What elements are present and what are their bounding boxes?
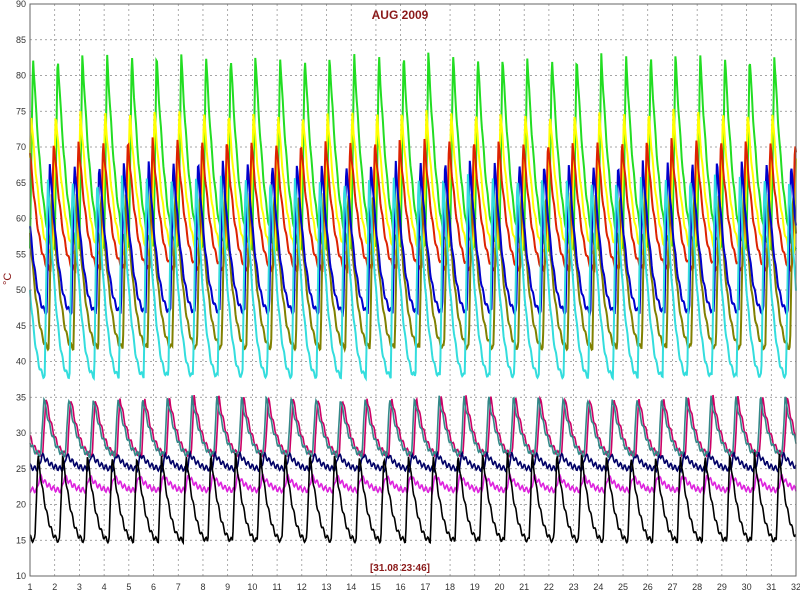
series-line [29,187,797,354]
y-tick-label: 50 [16,285,26,295]
x-tick-label: 5 [126,582,131,592]
x-tick-label: 6 [151,582,156,592]
x-tick-label: 15 [371,582,381,592]
x-tick-label: 10 [247,582,257,592]
y-tick-label: 70 [16,142,26,152]
y-tick-label: 40 [16,357,26,367]
y-tick-label: 90 [16,0,26,9]
x-tick-label: 22 [544,582,554,592]
x-tick-label: 7 [176,582,181,592]
x-tick-label: 32 [791,582,800,592]
x-tick-label: 8 [200,582,205,592]
y-tick-label: 55 [16,249,26,259]
x-tick-label: 30 [742,582,752,592]
x-tick-label: 20 [494,582,504,592]
y-tick-label: 65 [16,178,26,188]
x-tick-label: 1 [27,582,32,592]
ticks: 1 2 3 4 5 6 7 8 9 10 11 12 13 14 15 16 17 18 19 20 21 22 23 24 2… [16,0,800,592]
series-line [29,174,797,382]
series-group [29,52,797,546]
x-tick-label: 24 [593,582,603,592]
x-tick-label: 26 [643,582,653,592]
y-tick-label: 60 [16,214,26,224]
x-tick-label: 25 [618,582,628,592]
y-tick-label: 35 [16,392,26,402]
y-tick-label: 75 [16,106,26,116]
x-tick-label: 13 [322,582,332,592]
y-tick-label: 25 [16,464,26,474]
y-tick-label: 10 [16,571,26,581]
x-tick-label: 9 [225,582,230,592]
y-tick-label: 45 [16,321,26,331]
plot-frame [29,3,797,577]
y-tick-label: 30 [16,428,26,438]
y-tick-label: 20 [16,500,26,510]
y-axis-label: °C [2,272,14,285]
x-tick-label: 12 [297,582,307,592]
y-tick-label: 85 [16,35,26,45]
x-tick-label: 3 [77,582,82,592]
chart-title: AUG 2009 [371,8,429,22]
series-line [29,471,797,496]
timestamp-label: [31.08 23:46] [369,563,431,574]
x-tick-label: 17 [420,582,430,592]
x-tick-label: 16 [396,582,406,592]
x-tick-label: 4 [102,582,107,592]
x-tick-label: 29 [717,582,727,592]
series-line [29,160,797,318]
x-tick-label: 14 [346,582,356,592]
x-tick-label: 21 [519,582,529,592]
x-tick-label: 19 [470,582,480,592]
series-line [29,450,797,474]
x-tick-label: 11 [272,582,281,592]
series-line [29,395,797,460]
series-line [29,452,797,546]
y-tick-label: 80 [16,71,26,81]
x-tick-label: 27 [667,582,677,592]
x-tick-label: 18 [445,582,455,592]
x-tick-label: 31 [766,582,776,592]
x-tick-label: 23 [569,582,579,592]
y-tick-label: 15 [16,535,26,545]
x-tick-label: 28 [692,582,702,592]
x-tick-label: 2 [52,582,57,592]
